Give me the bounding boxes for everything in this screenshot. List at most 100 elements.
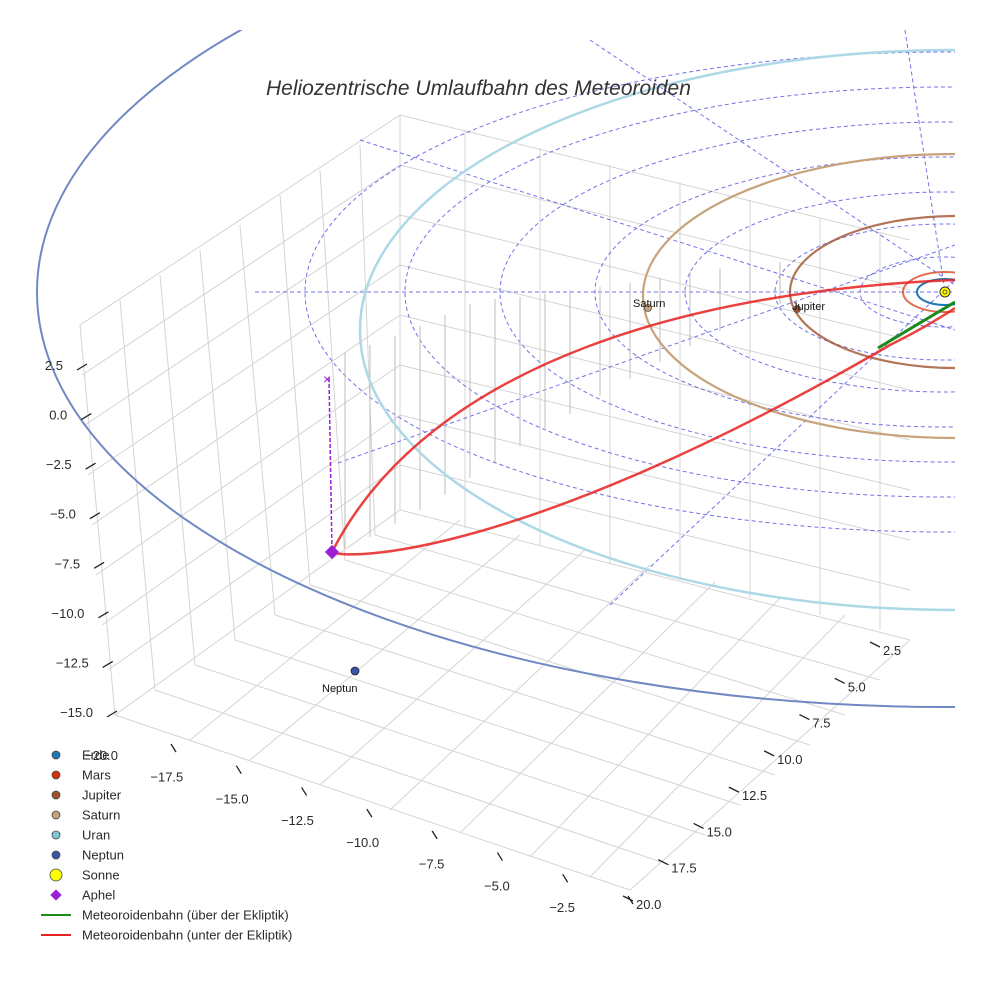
earth-orbit	[916, 278, 955, 306]
label-neptune: Neptun	[322, 683, 357, 695]
x-tick-label: −10.0	[346, 835, 379, 850]
aphelion-projection-marker: ×	[323, 371, 331, 387]
aphelion-marker	[324, 544, 340, 560]
z-tick-label: −10.0	[52, 606, 85, 621]
uranus-orbit	[358, 48, 955, 612]
y-tick-label: 2.5	[883, 643, 901, 658]
jupiter-orbit	[788, 214, 955, 370]
y-tick-label: 20.0	[636, 897, 661, 912]
mars-orbit	[902, 271, 955, 313]
ecliptic-reference-grid	[255, 30, 955, 606]
x-tick-label: −15.0	[216, 791, 249, 806]
jupiter-marker	[793, 305, 801, 313]
legend[interactable]: Erde Mars Jupiter Saturn Uran Neptun Sonne Aphe…	[41, 748, 292, 943]
legend-label: Neptun	[82, 848, 124, 863]
legend-label: Erde	[82, 748, 109, 763]
y-tick-label: 12.5	[742, 788, 767, 803]
z-tick-label: −7.5	[54, 556, 80, 571]
legend-item[interactable]: Meteoroidenbahn (unter der Ekliptik)	[41, 928, 292, 943]
legend-label: Sonne	[82, 868, 120, 883]
z-tick-mark	[93, 561, 105, 569]
z-tick-mark	[102, 660, 114, 668]
z-tick-label: 0.0	[49, 408, 67, 423]
x-tick-label: −7.5	[419, 857, 445, 872]
saturn-orbit	[641, 152, 955, 440]
legend-item[interactable]: Sonne	[49, 868, 120, 883]
legend-label: Saturn	[82, 808, 120, 823]
legend-marker	[50, 889, 62, 901]
x-tick-mark	[235, 765, 242, 775]
y-tick-label: 5.0	[848, 679, 866, 694]
legend-item[interactable]: Jupiter	[51, 788, 122, 803]
y-tick-mark	[728, 786, 740, 793]
neptune-marker	[350, 666, 360, 676]
z-tick-label: −5.0	[50, 507, 76, 522]
z-tick-mark	[76, 363, 88, 371]
x-tick-mark	[366, 808, 373, 818]
legend-item[interactable]: Meteoroidenbahn (über der Ekliptik)	[41, 908, 289, 923]
legend-item[interactable]: Aphel	[50, 888, 115, 903]
legend-marker	[51, 750, 61, 760]
sun-marker	[939, 286, 951, 298]
z-tick-label: −12.5	[56, 655, 89, 670]
meteoroid-orbit-below	[330, 278, 955, 556]
y-axis-ticks: 20.0 17.5 15.0 12.5 10.0 7.5 5.0 2.5	[622, 641, 901, 912]
label-jupiter: Jupiter	[792, 301, 825, 313]
z-tick-mark	[80, 413, 92, 421]
legend-marker	[51, 790, 61, 800]
x-axis-ticks: −20.0 −17.5 −15.0 −12.5 −10.0 −7.5 −5.0 −2.5	[85, 743, 634, 915]
x-tick-mark	[301, 787, 308, 796]
label-earth: Erde	[959, 271, 982, 283]
legend-marker	[51, 850, 61, 860]
x-tick-mark	[562, 873, 569, 883]
z-tick-label: 2.5	[45, 358, 63, 373]
saturn-marker	[644, 304, 652, 312]
legend-item[interactable]: Erde	[51, 748, 109, 763]
legend-marker	[51, 810, 61, 820]
x-tick-label: −12.5	[281, 813, 314, 828]
z-tick-mark	[106, 710, 118, 718]
y-tick-mark	[693, 822, 704, 830]
x-tick-mark	[170, 743, 177, 753]
x-tick-label: −20.0	[85, 748, 118, 763]
y-tick-label: 10.0	[777, 752, 802, 767]
x-tick-label: −17.5	[150, 770, 183, 785]
axis-grid	[79, 114, 911, 891]
legend-marker	[51, 770, 61, 780]
legend-label: Jupiter	[82, 788, 122, 803]
y-tick-label: 15.0	[707, 824, 732, 839]
y-tick-mark	[799, 713, 810, 721]
y-tick-label: 17.5	[671, 861, 696, 876]
legend-marker	[49, 868, 63, 882]
z-tick-mark	[85, 462, 96, 470]
label-saturn: Saturn	[633, 298, 665, 310]
legend-label: Uran	[82, 828, 110, 843]
y-tick-mark	[869, 641, 881, 648]
legend-item[interactable]: Uran	[51, 828, 110, 843]
x-tick-mark	[496, 852, 503, 861]
meteoroid-orbit-above	[877, 300, 955, 350]
legend-item[interactable]: Neptun	[51, 848, 124, 863]
aphelion-projection-line	[328, 377, 333, 553]
x-tick-label: −2.5	[549, 900, 575, 915]
z-tick-mark	[98, 611, 109, 619]
legend-label: Meteoroidenbahn (über der Ekliptik)	[82, 908, 289, 923]
y-tick-label: 7.5	[812, 716, 830, 731]
legend-label: Meteoroidenbahn (unter der Ekliptik)	[82, 928, 292, 943]
y-tick-mark	[763, 750, 775, 757]
legend-marker	[51, 830, 61, 840]
z-tick-label: −2.5	[46, 457, 72, 472]
sun-inner-marker	[942, 289, 948, 295]
x-tick-label: −5.0	[484, 878, 510, 893]
legend-label: Mars	[82, 768, 111, 783]
neptune-orbit	[36, 30, 955, 708]
y-tick-mark	[657, 859, 669, 866]
z-tick-mark	[89, 512, 101, 520]
legend-label: Aphel	[82, 888, 115, 903]
legend-item[interactable]: Saturn	[51, 808, 120, 823]
x-tick-mark	[627, 895, 634, 905]
z-axis-ticks: 2.5 0.0 −2.5 −5.0 −7.5 −10.0 −12.5 −15.0	[45, 358, 118, 720]
y-tick-mark	[834, 677, 846, 684]
legend-item[interactable]: Mars	[51, 768, 111, 783]
